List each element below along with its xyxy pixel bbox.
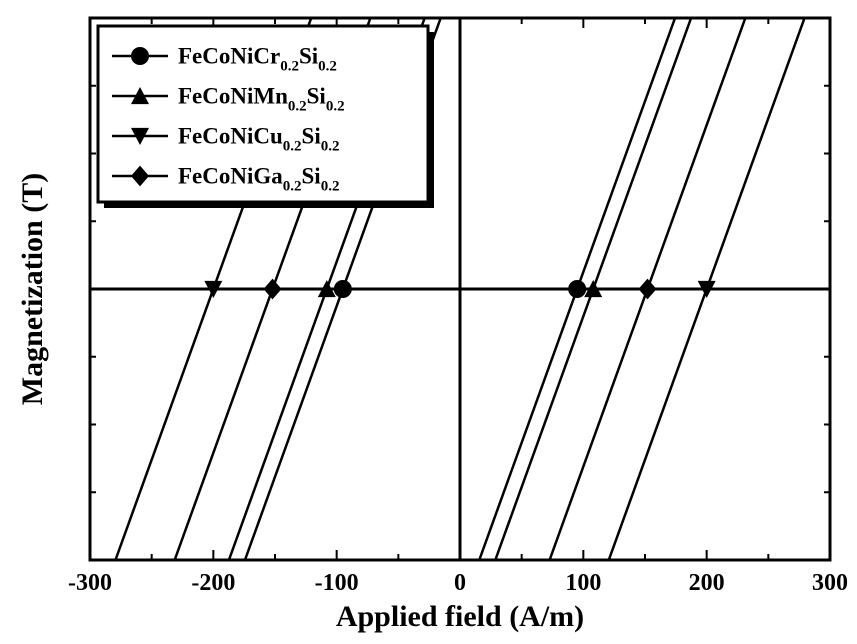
x-tick-label: 100 bbox=[565, 570, 601, 596]
y-axis-label: Magnetization (T) bbox=[16, 173, 49, 405]
x-tick-label: 300 bbox=[812, 570, 848, 596]
x-tick-label: 0 bbox=[454, 570, 466, 596]
chart-container: -300 -200 -100 0 100 200 300 Applied field (A/m… bbox=[0, 0, 857, 644]
x-tick-label: -100 bbox=[315, 570, 359, 596]
x-axis-label: Applied field (A/m) bbox=[336, 600, 584, 633]
x-tick-label: 200 bbox=[689, 570, 725, 596]
x-tick-label: -200 bbox=[191, 570, 235, 596]
magnetization-chart: -300 -200 -100 0 100 200 300 Applied field (A/m… bbox=[0, 0, 857, 644]
x-tick-label: -300 bbox=[68, 570, 112, 596]
